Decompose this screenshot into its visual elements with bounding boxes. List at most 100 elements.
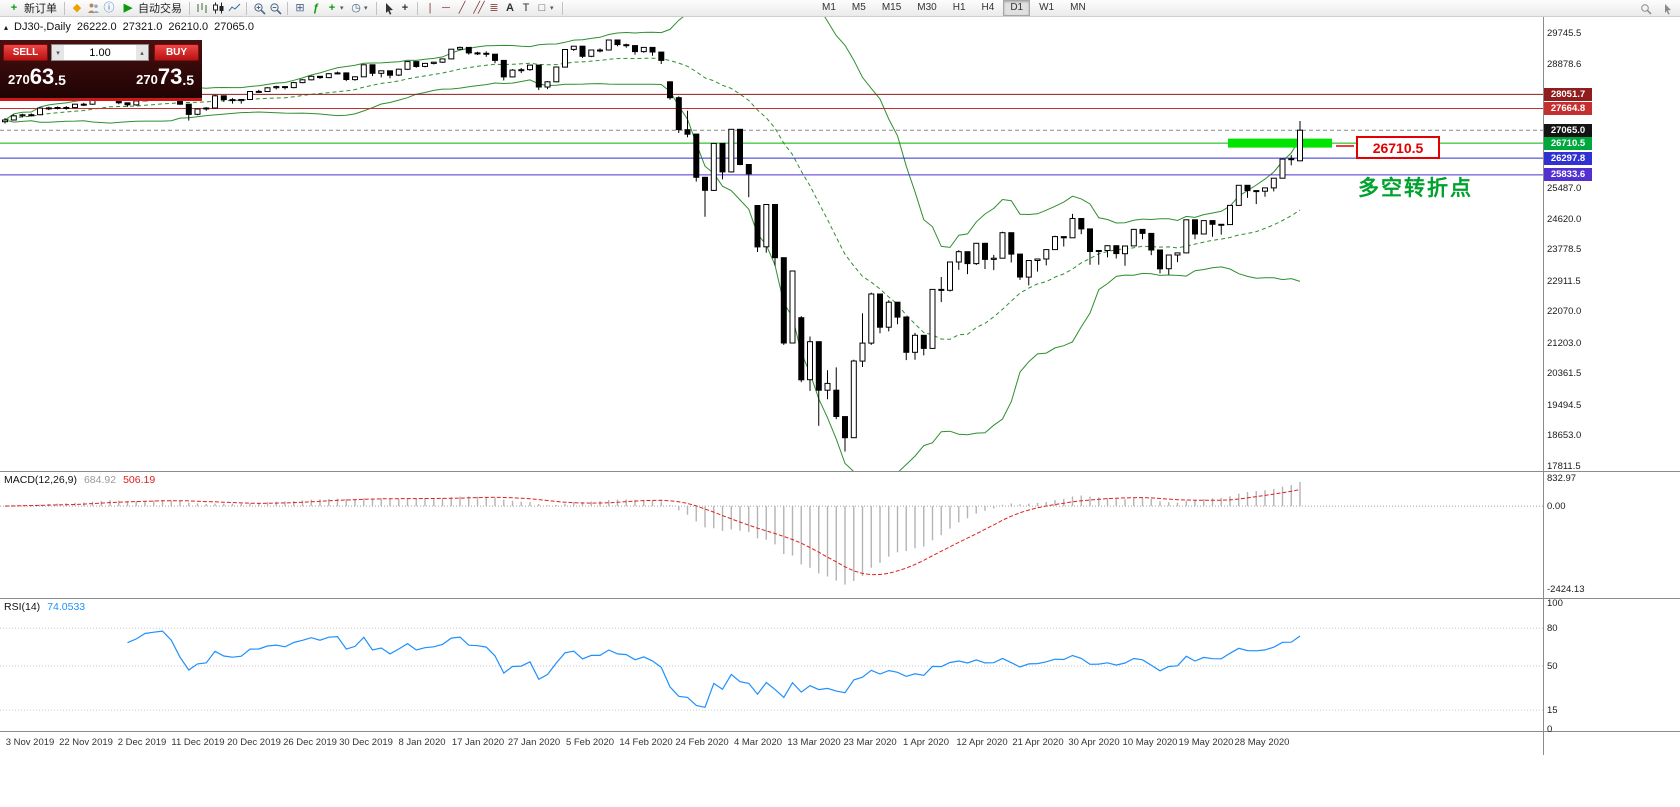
time-axis-label: 5 Feb 2020 (565, 737, 615, 748)
time-axis-label: 24 Feb 2020 (675, 737, 729, 748)
candlestick-chart-icon[interactable] (210, 1, 226, 16)
timeframe-button-w1[interactable]: W1 (1032, 0, 1061, 16)
timeframe-button-m30[interactable]: M30 (910, 0, 943, 16)
price-axis-label: 21203.0 (1547, 337, 1582, 349)
shapes-dropdown-icon[interactable]: ▾ (550, 5, 554, 12)
price-axis-label: 28878.6 (1547, 59, 1582, 71)
time-axis-label: 21 Apr 2020 (1012, 737, 1064, 748)
buy-button[interactable]: BUY (154, 44, 199, 61)
timeframe-button-h1[interactable]: H1 (946, 0, 973, 16)
volume-increment-button[interactable]: ▴ (136, 45, 148, 60)
cursor-icon[interactable] (381, 1, 397, 16)
volume-input[interactable]: 1.00 (89, 46, 111, 59)
time-axis-label: 28 May 2020 (1234, 737, 1290, 748)
sell-price-frac: .5 (54, 71, 66, 88)
macd-signal-line (4, 489, 1301, 576)
vertical-line-icon[interactable]: | (428, 1, 432, 14)
time-axis-label: 30 Apr 2020 (1068, 737, 1120, 748)
price-axis-label: 18653.0 (1547, 430, 1582, 442)
macd-main-value: 684.92 (83, 474, 117, 486)
new-chart-icon[interactable]: + (328, 1, 336, 14)
price-axis-label: 22070.0 (1547, 306, 1582, 318)
chart-profiles-dropdown-icon[interactable]: ▾ (364, 5, 368, 12)
buy-price[interactable]: 270 73.5 (136, 64, 194, 89)
rsi-axis-label: 50 (1547, 661, 1558, 672)
price-tag: 25833.6 (1544, 168, 1592, 182)
chart-high: 27321.0 (122, 21, 163, 33)
chart-open: 26222.0 (76, 21, 117, 33)
new-chart-dropdown-icon[interactable]: ▾ (340, 5, 344, 12)
rsi-name: RSI(14) (4, 601, 41, 613)
channel-icon[interactable]: ╱╱ (473, 1, 484, 14)
indicator-function-icon[interactable]: ƒ (312, 1, 320, 14)
timeframe-button-mn[interactable]: MN (1063, 0, 1093, 16)
panel-separators[interactable] (0, 17, 1680, 755)
time-axis-label: 1 Apr 2020 (903, 737, 949, 748)
line-chart-icon[interactable] (226, 1, 242, 16)
macd-axis-label: 832.97 (1547, 472, 1577, 484)
community-icon[interactable] (85, 1, 101, 16)
horizontal-price-lines[interactable] (0, 93, 1543, 176)
toolbar: + 新订单 ◆ ⓘ ▶ 自动交易 ⊞ ƒ + ▾ ◷ ▾ + | ─ ╱ ╱╱ ≣ … (0, 0, 1680, 17)
fibonacci-icon[interactable]: ≣ (489, 1, 499, 14)
rsi-axis-label: 100 (1547, 598, 1563, 609)
autotrading-label: 自动交易 (138, 3, 182, 15)
autotrading-button[interactable]: ▶ 自动交易 (117, 1, 185, 16)
timeframe-button-d1[interactable]: D1 (1003, 0, 1031, 16)
search-icon[interactable] (1638, 1, 1654, 16)
zoom-in-icon[interactable] (251, 1, 267, 16)
horizontal-line-icon[interactable]: ─ (442, 1, 450, 14)
chart-profiles-icon[interactable]: ◷ (351, 1, 361, 14)
sell-price[interactable]: 270 63.5 (8, 64, 66, 89)
one-click-toggle-icon[interactable]: ▴ (4, 22, 9, 32)
sell-button[interactable]: SELL (3, 44, 48, 61)
text-label-icon[interactable]: T (522, 1, 530, 14)
price-axis-label: 20361.5 (1547, 368, 1582, 380)
price-annotation-box[interactable]: 26710.5 (1356, 136, 1440, 159)
macd-signal-value: 506.19 (123, 474, 156, 486)
time-axis-label: 20 Dec 2019 (227, 737, 281, 748)
trendline-icon[interactable]: ╱ (458, 1, 466, 14)
price-axis-label: 24620.0 (1547, 213, 1582, 225)
price-axis-label: 23778.5 (1547, 244, 1582, 256)
zoom-out-icon[interactable] (267, 1, 283, 16)
price-tag: 27065.0 (1544, 123, 1592, 137)
tile-windows-icon[interactable]: ⊞ (295, 1, 305, 14)
toolbar-separator (287, 1, 288, 15)
rsi-axis-label: 15 (1547, 705, 1558, 717)
volume-decrement-button[interactable]: ▾ (52, 45, 64, 60)
crosshair-icon[interactable]: + (401, 1, 409, 14)
shapes-icon[interactable]: □ (538, 1, 546, 14)
pointer-icon[interactable] (1660, 1, 1676, 16)
sell-price-big: 63 (29, 64, 55, 89)
timeframe-button-h4[interactable]: H4 (975, 0, 1002, 16)
rsi-axis-label: 0 (1547, 724, 1553, 735)
bar-chart-icon[interactable] (194, 1, 210, 16)
favorites-icon[interactable]: ◆ (72, 1, 82, 14)
time-axis-label: 10 May 2020 (1122, 737, 1178, 748)
info-icon[interactable]: ⓘ (103, 1, 115, 14)
turning-point-annotation[interactable]: 多空转折点 (1358, 177, 1473, 200)
text-icon[interactable]: A (506, 1, 514, 14)
time-axis-label: 12 Apr 2020 (956, 737, 1008, 748)
price-axis-label: 19494.5 (1547, 399, 1582, 411)
chart-low: 26210.0 (168, 21, 209, 33)
buy-price-prefix: 270 (136, 72, 158, 88)
timeframe-button-m15[interactable]: M15 (875, 0, 908, 16)
sell-price-prefix: 270 (8, 72, 30, 88)
timeframe-button-m5[interactable]: M5 (845, 0, 873, 16)
time-axis-label: 30 Dec 2019 (339, 737, 393, 748)
rsi-label: RSI(14) 74.0533 (4, 601, 85, 613)
buy-price-big: 73 (157, 64, 183, 89)
macd-name: MACD(12,26,9) (4, 474, 77, 486)
new-order-button[interactable]: + 新订单 (3, 1, 60, 16)
toolbar-separator (562, 1, 563, 15)
chart-close: 27065.0 (214, 21, 254, 33)
highlight-rectangle[interactable] (1228, 138, 1354, 148)
timeframe-button-m1[interactable]: M1 (815, 0, 843, 16)
chart-symbol-period: DJ30-,Daily (14, 21, 71, 33)
one-click-trading-panel: SELL ▾ 1.00 ▴ BUY 270 63.5 270 73.5 (0, 40, 202, 101)
time-axis-label: 26 Dec 2019 (283, 737, 337, 748)
